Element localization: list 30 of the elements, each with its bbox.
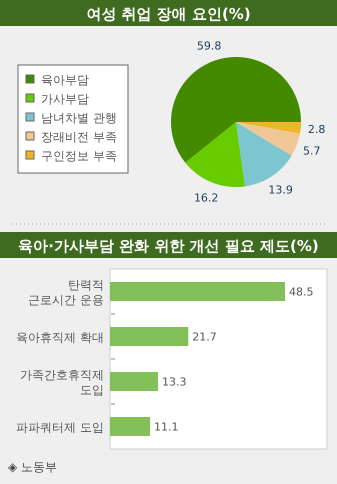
legend-label: 가사부담 bbox=[41, 92, 89, 106]
y-tick-label: 육아휴직제 확대 bbox=[16, 330, 104, 344]
legend-label: 남녀차별 관행 bbox=[41, 111, 117, 125]
legend-label: 장래비전 부족 bbox=[41, 130, 117, 144]
pie-slice bbox=[236, 122, 301, 134]
data-label: 5.7 bbox=[303, 144, 321, 158]
chart-title: 육아·가사부담 완화 위한 개선 필요 제도(%) bbox=[18, 237, 319, 255]
bar bbox=[110, 327, 188, 346]
data-label: 2.8 bbox=[308, 123, 326, 136]
data-label: 59.8 bbox=[196, 40, 222, 53]
pie-slice bbox=[171, 57, 301, 163]
pie-slice bbox=[236, 122, 300, 156]
y-tick-label: 탄력적 근로시간 운용 bbox=[28, 278, 104, 307]
data-label: 13.3 bbox=[162, 376, 186, 388]
text: ◈ 노동부 bbox=[8, 460, 58, 474]
data-label: 16.2 bbox=[194, 191, 218, 204]
pie-slice bbox=[236, 122, 292, 186]
data-label: 13.9 bbox=[268, 184, 293, 197]
legend-label: 육아부담 bbox=[41, 73, 89, 87]
legend-label: 구인정보 부족 bbox=[41, 149, 117, 163]
bar bbox=[110, 372, 158, 391]
data-label: 48.5 bbox=[289, 286, 314, 298]
chart-title: 여성 취업 장애 요인(%) bbox=[86, 5, 251, 23]
y-tick-label: 가족간호휴직제 도입 bbox=[20, 368, 104, 397]
y-tick-label: 파파쿼터제 도입 bbox=[16, 420, 104, 434]
bar bbox=[110, 417, 150, 436]
pie-slice bbox=[185, 122, 246, 187]
data-label: 11.1 bbox=[154, 420, 179, 434]
bar bbox=[110, 282, 285, 301]
data-label: 21.7 bbox=[192, 330, 217, 344]
